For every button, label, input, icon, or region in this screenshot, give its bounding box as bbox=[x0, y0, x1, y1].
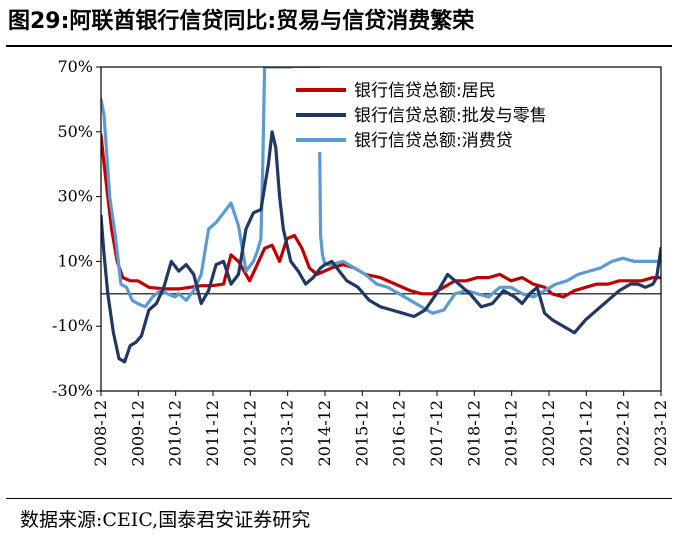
legend-label-resident: 银行信贷总额:居民 bbox=[354, 81, 496, 101]
legend-label-wholesale: 银行信贷总额:批发与零售 bbox=[354, 106, 547, 126]
x-tick-label: 2019-12 bbox=[502, 400, 521, 466]
x-tick-label: 2016-12 bbox=[390, 400, 409, 466]
x-tick-label: 2023-12 bbox=[651, 400, 670, 466]
legend-background bbox=[292, 68, 632, 152]
x-tick-label: 2009-12 bbox=[128, 400, 147, 466]
y-axis: 70% 50% 30% 10% -10% -30% bbox=[52, 57, 101, 400]
x-tick-label: 2011-12 bbox=[203, 400, 222, 466]
y-tick-label: -30% bbox=[52, 381, 93, 400]
x-tick-label: 2015-12 bbox=[352, 400, 371, 466]
y-tick-label: 70% bbox=[57, 57, 93, 76]
x-tick-label: 2022-12 bbox=[614, 400, 633, 466]
x-tick-label: 2017-12 bbox=[427, 400, 446, 466]
line-chart: 70% 50% 30% 10% -10% -30% 2008-12 2009-12 2010-… bbox=[52, 57, 670, 466]
y-tick-label: 50% bbox=[57, 122, 93, 141]
source-note: 数据来源:CEIC,国泰君安证券研究 bbox=[20, 509, 311, 531]
x-tick-label: 2021-12 bbox=[576, 400, 595, 466]
page-title: 图29:阿联酋银行信贷同比:贸易与信贷消费繁荣 bbox=[8, 9, 475, 34]
x-axis: 2008-12 2009-12 2010-12 2011-12 2012-12 2013-… bbox=[91, 391, 670, 466]
x-tick-label: 2010-12 bbox=[166, 400, 185, 466]
plot-border bbox=[100, 66, 662, 392]
plot-frame bbox=[100, 66, 662, 392]
y-tick-label: 10% bbox=[57, 251, 93, 270]
y-tick-label: -10% bbox=[52, 316, 93, 335]
x-tick-label: 2008-12 bbox=[91, 400, 110, 466]
x-tick-label: 2013-12 bbox=[278, 400, 297, 466]
x-tick-label: 2018-12 bbox=[464, 400, 483, 466]
legend: 银行信贷总额:居民 银行信贷总额:批发与零售 银行信贷总额:消费贷 bbox=[292, 68, 632, 152]
x-tick-label: 2012-12 bbox=[240, 400, 259, 466]
title-divider bbox=[6, 45, 672, 47]
y-tick-label: 30% bbox=[57, 187, 93, 206]
series-line-resident bbox=[101, 133, 661, 299]
series-lines bbox=[101, 67, 661, 364]
x-tick-label: 2020-12 bbox=[539, 400, 558, 466]
series-line-consumer bbox=[101, 67, 661, 315]
legend-label-consumer: 银行信贷总额:消费贷 bbox=[354, 131, 513, 151]
series-line-wholesale bbox=[101, 130, 661, 364]
source-divider bbox=[6, 498, 672, 499]
x-tick-label: 2014-12 bbox=[315, 400, 334, 466]
